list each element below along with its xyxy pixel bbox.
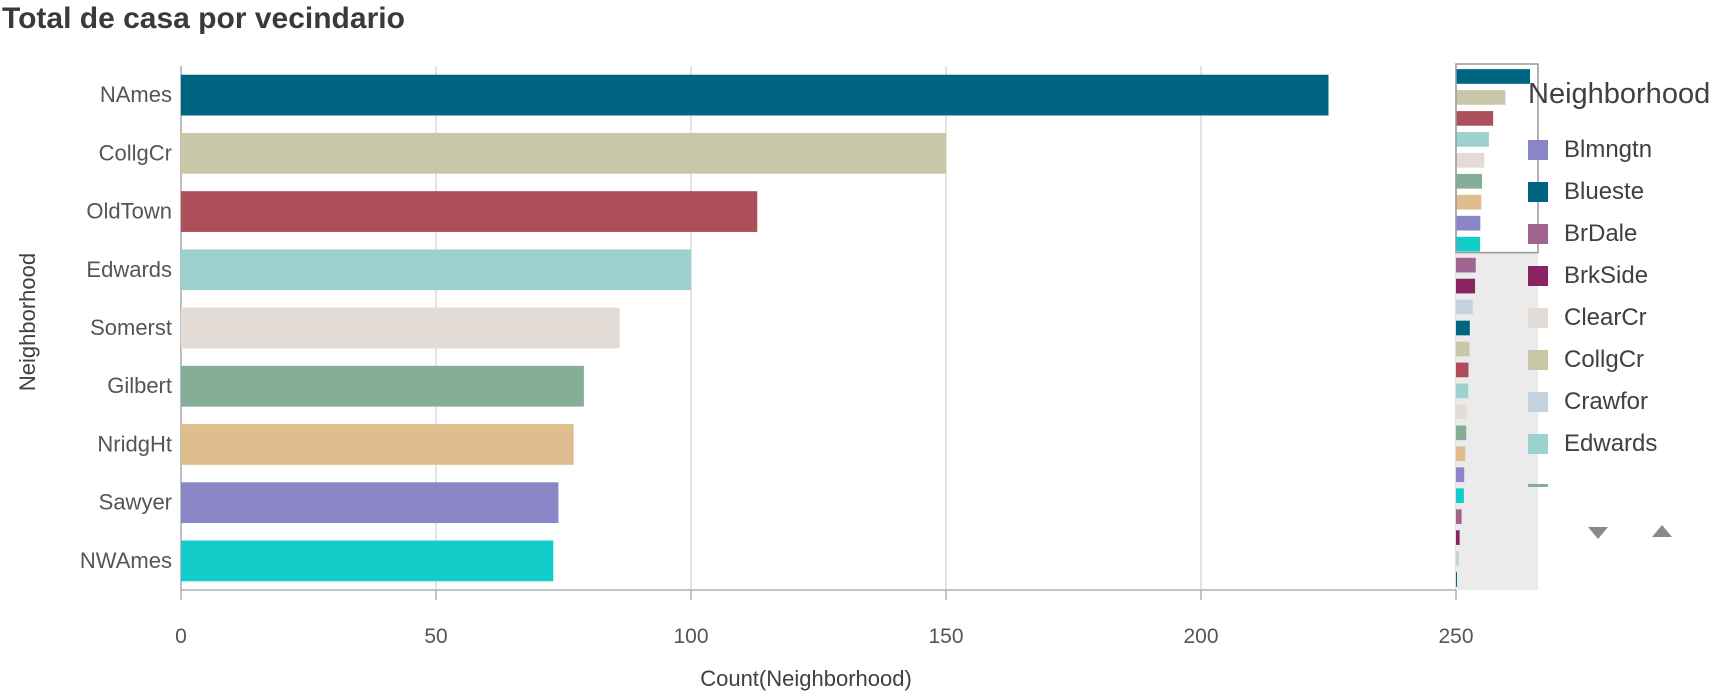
legend-label: ClearCr (1564, 304, 1647, 331)
legend-swatch (1528, 224, 1548, 244)
x-tick-label: 0 (175, 625, 187, 648)
x-tick-label: 200 (1183, 625, 1218, 648)
minimap-bar (1456, 488, 1464, 504)
y-tick-label: Sawyer (99, 490, 172, 515)
x-tick-label: 100 (673, 625, 708, 648)
bar-NridgHt[interactable] (181, 424, 574, 465)
bar-Gilbert[interactable] (181, 365, 584, 407)
bar-OldTown[interactable] (181, 191, 758, 232)
minimap-bar (1456, 69, 1530, 84)
minimap-bar (1456, 530, 1460, 545)
legend-item-Blmngtn[interactable]: Blmngtn (1528, 129, 1728, 171)
bar-Sawyer[interactable] (181, 482, 559, 524)
minimap-bar (1456, 215, 1481, 231)
minimap-bar (1456, 152, 1485, 168)
x-tick-label: 250 (1438, 625, 1473, 648)
minimap-bar (1456, 446, 1466, 462)
y-tick-label: Somerst (90, 315, 172, 340)
legend-scroll-up-icon[interactable] (1652, 525, 1672, 537)
legend-item-BrkSide[interactable]: BrkSide (1528, 255, 1728, 297)
y-axis-label: Neighborhood (15, 252, 40, 392)
minimap-bar (1456, 320, 1470, 336)
minimap-bar (1456, 132, 1489, 147)
minimap-bar (1456, 236, 1481, 252)
legend-item-ClearCr[interactable]: ClearCr (1528, 297, 1728, 339)
legend-label: Crawfor (1564, 388, 1649, 415)
legend-scroll-down-icon[interactable] (1588, 527, 1608, 539)
minimap-viewport[interactable] (1455, 63, 1539, 254)
minimap-bar (1456, 425, 1467, 441)
legend-swatch (1528, 266, 1548, 286)
legend-label: CollgCr (1564, 346, 1645, 373)
legend-item-Blueste[interactable]: Blueste (1528, 171, 1728, 213)
minimap-bar (1456, 551, 1459, 566)
legend-swatch (1528, 308, 1548, 328)
minimap-bar (1456, 278, 1476, 294)
legend-items[interactable]: Blmngtn Blueste BrDale BrkSide ClearCr CollgC… (1528, 129, 1728, 559)
minimap-bar (1456, 90, 1506, 105)
minimap-bar (1456, 111, 1494, 126)
legend-swatch (1528, 392, 1548, 412)
minimap-bar (1456, 299, 1473, 315)
minimap-bar (1456, 194, 1482, 210)
minimap-bar (1456, 404, 1467, 420)
y-tick-label: NWAmes (80, 548, 172, 573)
legend-label: BrDale (1564, 220, 1638, 247)
bar-Somerst[interactable] (181, 307, 620, 349)
minimap-bar (1456, 341, 1470, 357)
minimap-bar (1456, 173, 1482, 189)
minimap-bar (1456, 467, 1465, 483)
x-axis-label: Count(Neighborhood) (700, 666, 912, 691)
legend-label: Blmngtn (1564, 136, 1653, 163)
legend-item-Edwards[interactable]: Edwards (1528, 423, 1728, 465)
y-tick-label: Gilbert (107, 373, 172, 398)
y-tick-label: NAmes (100, 82, 172, 107)
bar-NWAmes[interactable] (181, 540, 554, 582)
x-tick-label: 50 (424, 625, 447, 648)
legend-item-Crawfor[interactable]: Crawfor (1528, 381, 1728, 423)
legend-swatch (1528, 434, 1548, 454)
bar-Edwards[interactable] (181, 249, 691, 291)
legend-title: Neighborhood (1528, 78, 1711, 110)
legend-swatch (1528, 484, 1548, 487)
legend-label: Blueste (1564, 178, 1645, 205)
y-tick-label: Edwards (86, 257, 172, 282)
minimap-bar (1456, 383, 1469, 399)
y-tick-label: OldTown (86, 199, 172, 224)
legend-item-partial (1528, 484, 1728, 510)
legend-swatch (1528, 140, 1548, 160)
legend: Neighborhood Blmngtn Blueste BrDale BrkSide… (1528, 78, 1728, 559)
legend-swatch (1528, 182, 1548, 202)
legend-label: BrkSide (1564, 262, 1649, 289)
legend-swatch (1528, 350, 1548, 370)
y-tick-label: CollgCr (99, 140, 172, 165)
bar-CollgCr[interactable] (181, 132, 946, 174)
y-tick-label: NridgHt (97, 431, 172, 456)
minimap-bar (1456, 572, 1457, 587)
bar-NAmes[interactable] (181, 74, 1329, 116)
minimap-bar (1456, 509, 1462, 524)
minimap-bar (1456, 362, 1469, 378)
chart-title: Total de casa por vecindario (2, 2, 405, 35)
x-tick-label: 150 (928, 625, 963, 648)
legend-item-BrDale[interactable]: BrDale (1528, 213, 1728, 255)
minimap-bar (1456, 257, 1476, 273)
legend-item-CollgCr[interactable]: CollgCr (1528, 339, 1728, 381)
legend-label: Edwards (1564, 430, 1658, 457)
